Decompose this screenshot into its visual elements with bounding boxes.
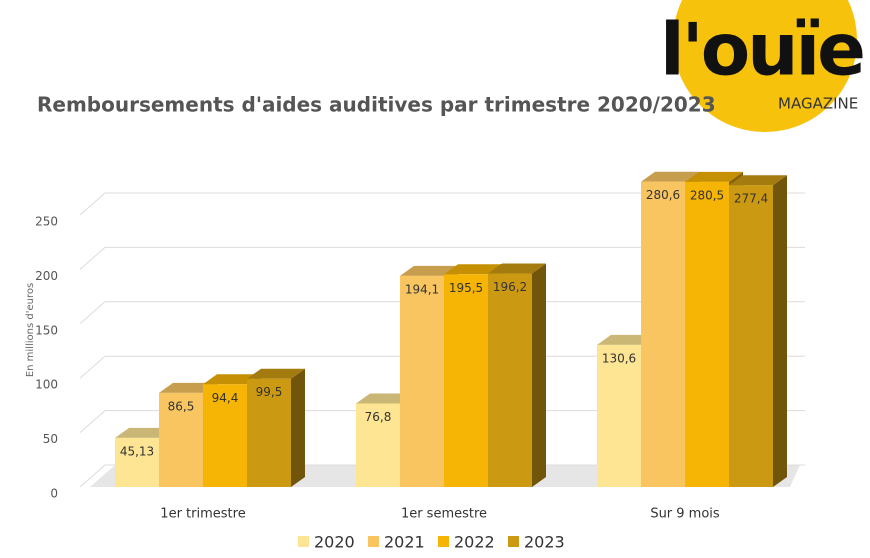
- bar: [203, 384, 247, 487]
- grid-line: [79, 410, 805, 433]
- legend-label: 2020: [314, 533, 355, 552]
- x-tick-label: Sur 9 mois: [650, 507, 720, 522]
- bar-top: [444, 264, 502, 275]
- logo-subtitle: MAGAZINE: [778, 95, 858, 113]
- bar-top: [488, 263, 546, 274]
- x-tick-label: 1er trimestre: [160, 507, 245, 522]
- y-axis-title: En millions d'euros: [25, 283, 36, 377]
- bar: [488, 273, 532, 487]
- logo-circle: [673, 0, 857, 132]
- bar: [641, 181, 685, 487]
- data-label: 196,2: [493, 280, 527, 294]
- bar-top: [247, 368, 305, 379]
- bar-top: [641, 171, 699, 182]
- legend-swatch: [298, 536, 309, 547]
- bar: [159, 392, 203, 487]
- y-tick-label: 0: [50, 487, 58, 501]
- bar-top: [685, 171, 743, 182]
- x-tick-label: 1er semestre: [401, 507, 487, 522]
- data-label: 277,4: [734, 192, 768, 206]
- data-label: 76,8: [365, 410, 392, 424]
- bar-top: [729, 175, 787, 186]
- grid-line: [79, 246, 805, 270]
- bar-top: [356, 393, 414, 404]
- legend-swatch: [368, 536, 379, 547]
- bar: [356, 403, 400, 487]
- y-tick-label: 250: [35, 215, 58, 229]
- legend-swatch: [438, 536, 449, 547]
- bar-top: [400, 265, 458, 276]
- legend-label: 2023: [524, 533, 565, 552]
- data-label: 194,1: [405, 282, 439, 296]
- data-label: 130,6: [602, 351, 636, 365]
- y-tick-label: 50: [43, 432, 58, 446]
- bar-side: [532, 263, 546, 487]
- bar-top: [597, 334, 655, 345]
- bar-top: [159, 382, 217, 393]
- data-label: 195,5: [449, 281, 483, 295]
- bar: [729, 185, 773, 488]
- y-tick-label: 100: [35, 378, 58, 392]
- bar: [400, 275, 444, 487]
- data-label: 280,6: [646, 188, 680, 202]
- data-label: 45,13: [120, 444, 154, 458]
- y-tick-label: 150: [35, 323, 58, 337]
- bar-top: [203, 374, 261, 385]
- bar: [685, 181, 729, 488]
- grid-line: [79, 464, 805, 488]
- data-label: 99,5: [256, 385, 283, 399]
- legend-swatch: [508, 536, 519, 547]
- legend-label: 2021: [384, 533, 425, 552]
- bar-side: [773, 175, 787, 488]
- bar-top: [115, 427, 173, 438]
- data-label: 86,5: [168, 399, 195, 413]
- data-label: 94,4: [212, 391, 239, 405]
- bar: [115, 437, 159, 487]
- bar: [444, 274, 488, 487]
- data-label: 280,5: [690, 188, 724, 202]
- bar: [597, 344, 641, 487]
- bar: [247, 378, 291, 487]
- chart-title: Remboursements d'aides auditives par tri…: [37, 93, 716, 117]
- bar-side: [291, 368, 305, 487]
- grid-line: [79, 301, 805, 325]
- y-tick-label: 200: [35, 269, 58, 283]
- grid-line: [79, 355, 805, 379]
- grid-line: [79, 192, 805, 216]
- logo-name: l'ouïe: [660, 8, 863, 92]
- legend-label: 2022: [454, 533, 495, 552]
